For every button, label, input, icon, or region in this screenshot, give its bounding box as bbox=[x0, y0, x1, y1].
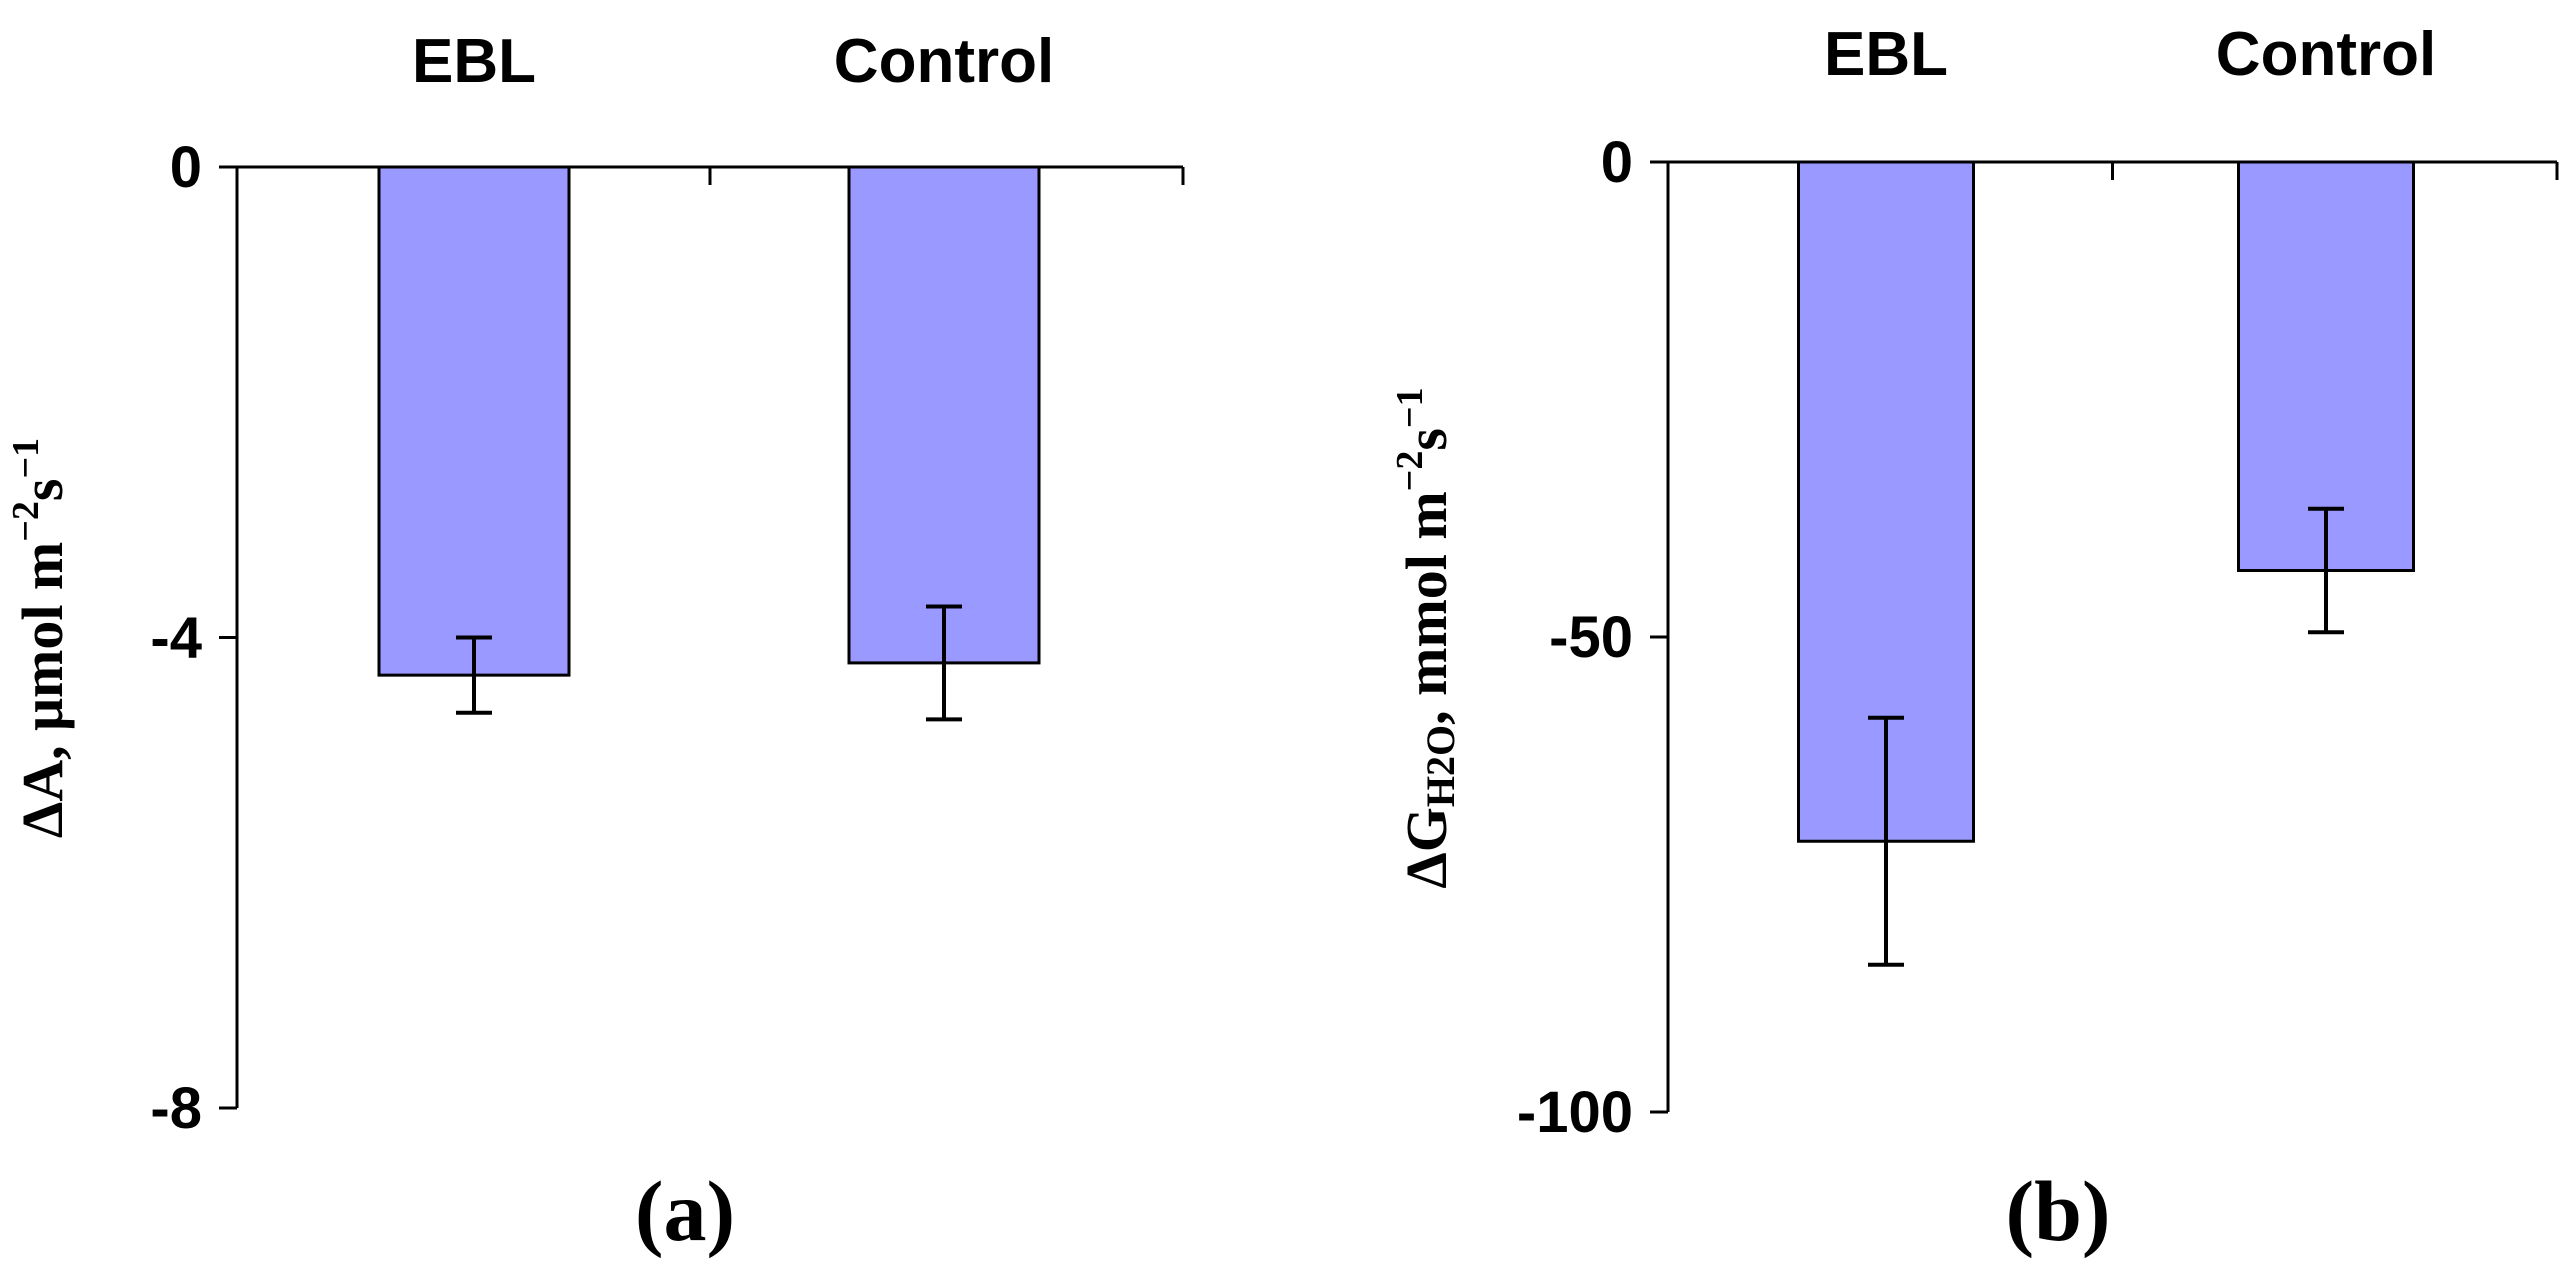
category-label-ebl: EBL bbox=[1824, 20, 1948, 89]
category-label-ebl: EBL bbox=[412, 27, 536, 96]
panel-label: (b) bbox=[2005, 1163, 2110, 1259]
y-axis-title: ΔA, μmol m−2s−1 bbox=[5, 438, 75, 838]
y-tick-label: -50 bbox=[1549, 605, 1633, 670]
panel-a: 0 -4 -8 EBL Control ΔA, μmol m−2s−1 (a) bbox=[5, 27, 1185, 1259]
error-bar-ebl bbox=[456, 635, 492, 715]
y-tick-label: 0 bbox=[170, 135, 202, 200]
bar-control bbox=[847, 165, 1041, 665]
category-label-control: Control bbox=[834, 27, 1054, 96]
bar-control bbox=[2237, 160, 2415, 572]
y-tick-label: -100 bbox=[1517, 1080, 1633, 1145]
bar-ebl bbox=[377, 165, 571, 677]
panel-label: (a) bbox=[635, 1163, 735, 1259]
y-tick-label: 0 bbox=[1601, 130, 1633, 195]
y-axis-title: ΔGH2O, mmol m−2s−1 bbox=[1389, 387, 1463, 888]
y-tick-label: -4 bbox=[150, 606, 202, 671]
panel-b: 0 -50 -100 EBL Control ΔGH2O, mmol m−2s−1 (b) bbox=[1389, 20, 2559, 1259]
error-bar-ebl bbox=[1868, 715, 1904, 967]
error-bar-control bbox=[926, 604, 962, 722]
error-bar-control bbox=[2308, 506, 2344, 635]
y-tick-label: -8 bbox=[150, 1076, 202, 1141]
category-label-control: Control bbox=[2216, 20, 2436, 89]
